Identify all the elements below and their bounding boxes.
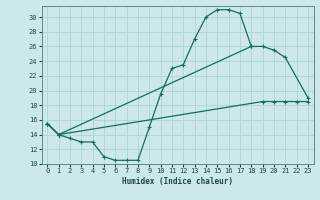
X-axis label: Humidex (Indice chaleur): Humidex (Indice chaleur) [122, 177, 233, 186]
